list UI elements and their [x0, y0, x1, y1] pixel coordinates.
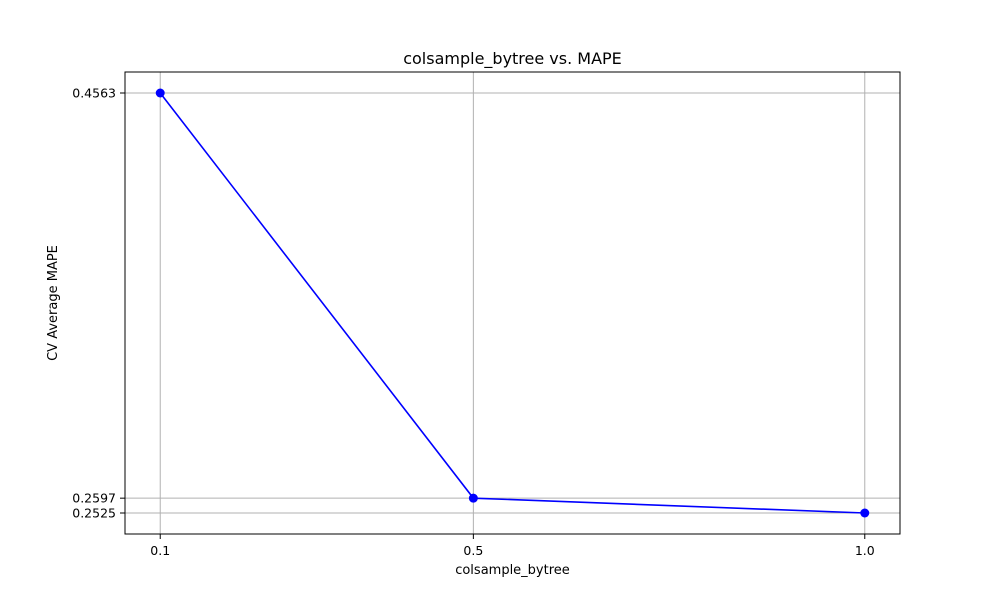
- x-axis-label: colsample_bytree: [455, 563, 570, 578]
- plot-area-frame: [124, 71, 901, 535]
- data-point: [155, 88, 165, 98]
- y-tick-label: 0.4563: [72, 86, 116, 101]
- x-tick-label: 1.0: [855, 543, 875, 558]
- x-axis-ticks: 0.1 0.5 1.0: [150, 534, 875, 558]
- data-point: [860, 508, 870, 518]
- y-axis-label: CV Average MAPE: [46, 245, 61, 361]
- grid-lines: [125, 72, 900, 534]
- data-point: [468, 493, 478, 503]
- y-tick-label: 0.2525: [72, 506, 116, 521]
- series-line: [159, 92, 865, 514]
- y-tick-label: 0.2597: [72, 491, 116, 506]
- x-tick-label: 0.1: [150, 543, 170, 558]
- chart-title: colsample_bytree vs. MAPE: [403, 49, 622, 69]
- x-tick-label: 0.5: [463, 543, 483, 558]
- data-series: [155, 88, 870, 518]
